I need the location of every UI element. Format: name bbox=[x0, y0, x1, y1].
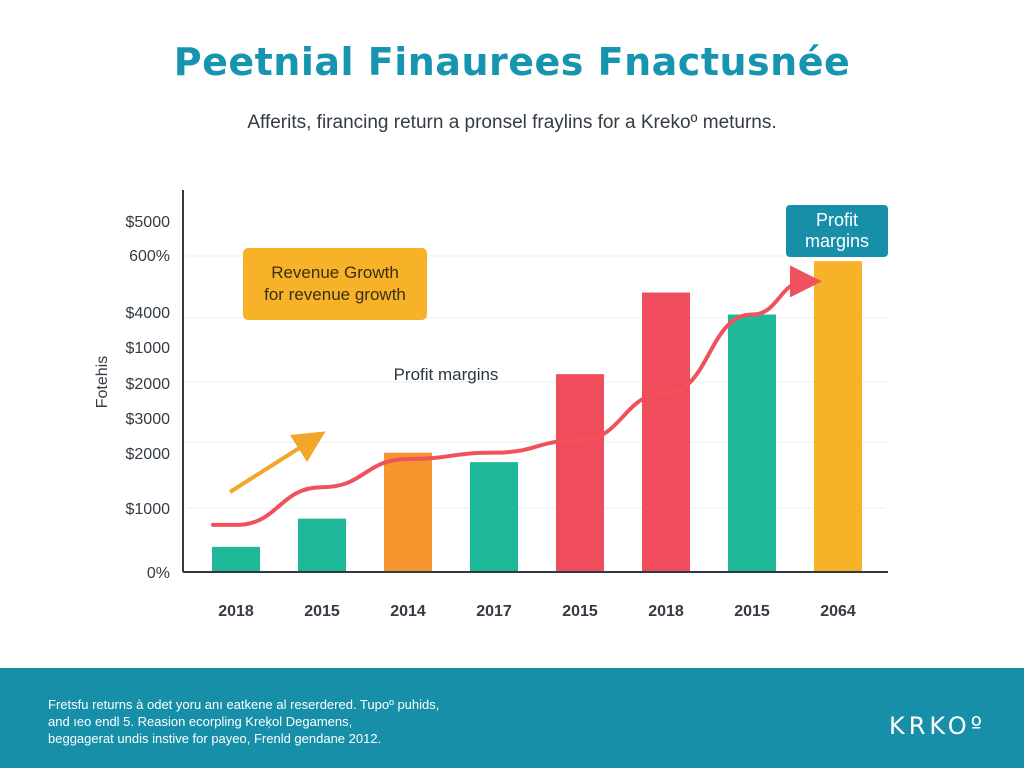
bar bbox=[298, 518, 346, 572]
x-tick-label: 2015 bbox=[562, 603, 598, 620]
bar bbox=[470, 462, 518, 572]
revenue-growth-callout: Revenue Growth for revenue growth bbox=[243, 248, 427, 320]
bars bbox=[212, 261, 862, 572]
bar bbox=[212, 546, 260, 572]
trend-line-group bbox=[211, 265, 822, 527]
x-tick-labels: 2018 2015 2014 2017 2015 2018 2015 2064 bbox=[218, 603, 856, 620]
y-tick-label: $5000 bbox=[126, 214, 171, 231]
footer-line: Fretsfu returns à odet yoru anı eatkene … bbox=[48, 697, 440, 712]
profit-margins-tag-line1: Profit bbox=[816, 210, 858, 230]
footer-line: and ıeo endl 5. Reasion ecorpling Kreķol… bbox=[48, 714, 353, 729]
page-title: Peetnial Finaurees Fnactusnée bbox=[173, 40, 851, 84]
chart: $5000 600% $4000 $1000 $2000 $3000 $2000 $1000 0… bbox=[94, 190, 888, 620]
y-tick-label: 0% bbox=[147, 565, 170, 582]
trend-line bbox=[211, 265, 822, 527]
x-tick-label: 2015 bbox=[734, 603, 770, 620]
x-tick-label: 2015 bbox=[304, 603, 340, 620]
x-tick-label: 2017 bbox=[476, 603, 512, 620]
x-tick-label: 2018 bbox=[648, 603, 684, 620]
y-tick-label: $1000 bbox=[126, 340, 171, 357]
x-tick-label: 2064 bbox=[820, 603, 856, 620]
x-tick-label: 2018 bbox=[218, 603, 254, 620]
bar bbox=[728, 314, 776, 572]
bar bbox=[384, 452, 432, 572]
y-axis-label: Fotehis bbox=[94, 356, 111, 408]
revenue-growth-callout-line2: for revenue growth bbox=[264, 285, 406, 304]
y-tick-labels: $5000 600% $4000 $1000 $2000 $3000 $2000 $1000 0… bbox=[126, 214, 171, 582]
y-tick-label: $2000 bbox=[126, 446, 171, 463]
revenue-growth-callout-line1: Revenue Growth bbox=[271, 263, 399, 282]
y-tick-label: 600% bbox=[129, 248, 170, 265]
footer-disclaimer: Fretsfu returns à odet yoru anı eatkene … bbox=[48, 696, 548, 747]
footer-line: beggagerat undis instive for payeo, Fren… bbox=[48, 731, 382, 746]
y-tick-label: $1000 bbox=[126, 501, 171, 518]
y-tick-label: $4000 bbox=[126, 305, 171, 322]
y-tick-label: $2000 bbox=[126, 376, 171, 393]
x-tick-label: 2014 bbox=[390, 603, 426, 620]
page-subtitle: Afferits, firancing return a pronsel fra… bbox=[247, 112, 777, 133]
brand-logo: KRKOº bbox=[888, 712, 986, 740]
footer-band: Fretsfu returns à odet yoru anı eatkene … bbox=[0, 668, 1024, 768]
bar bbox=[814, 261, 862, 572]
profit-margins-tag: Profit margins bbox=[786, 205, 888, 257]
bar bbox=[642, 292, 690, 572]
growth-arrow-icon bbox=[228, 431, 326, 494]
profit-margins-tag-line2: margins bbox=[805, 231, 869, 251]
bar bbox=[556, 374, 604, 572]
y-tick-label: $3000 bbox=[126, 411, 171, 428]
profit-margins-label: Profit margins bbox=[394, 365, 499, 384]
